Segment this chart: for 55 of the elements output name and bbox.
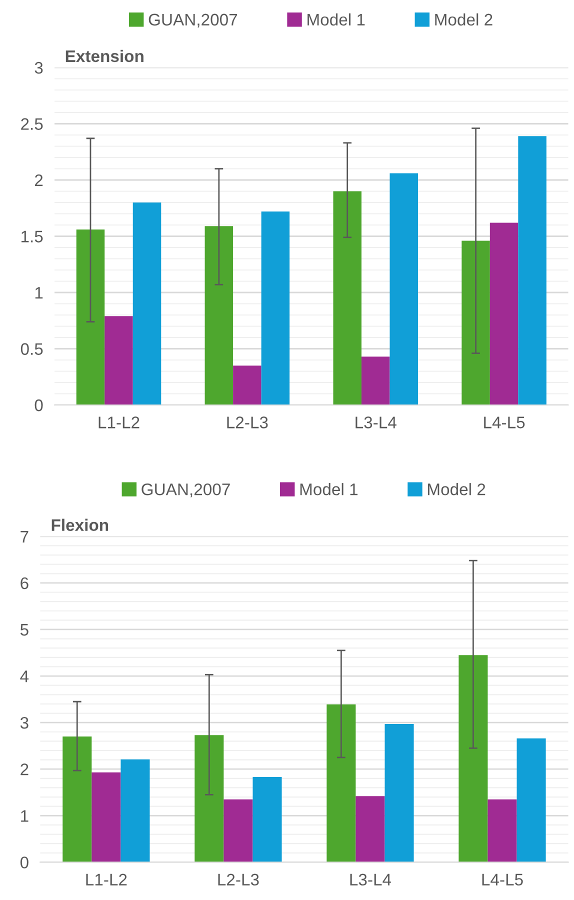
bar (233, 366, 262, 405)
x-tick-label: L4-L5 (484, 416, 525, 428)
y-tick-label: 2 (34, 174, 43, 186)
bar (261, 212, 290, 405)
x-tick-label: L3-L4 (350, 874, 392, 886)
legend-label: Model 2 (435, 13, 492, 26)
bar (384, 724, 414, 862)
legend-label: GUAN,2007 (148, 14, 238, 28)
x-tick-label: L4-L5 (482, 874, 523, 886)
y-tick-label: 2 (20, 764, 28, 776)
bar (356, 796, 385, 862)
y-tick-label: 0.5 (20, 343, 43, 355)
x-tick-label: L1-L2 (98, 416, 140, 428)
x-tick-label: L2-L3 (227, 416, 268, 428)
y-tick-label: 5 (20, 624, 28, 636)
legend-label: Model 2 (428, 483, 486, 496)
bar (76, 230, 105, 405)
chart-title: Extension (66, 50, 144, 62)
y-tick-label: 1.5 (22, 230, 43, 242)
y-tick-label: 4 (20, 670, 29, 682)
bar (62, 736, 92, 862)
bar (490, 222, 518, 405)
bar (224, 799, 253, 862)
bar (326, 704, 356, 862)
y-tick-label: 2.5 (21, 118, 43, 130)
bar (252, 777, 282, 862)
bar (488, 799, 517, 862)
y-tick-label: 6 (20, 577, 28, 590)
x-tick-label: L1-L2 (86, 874, 127, 886)
bar (132, 202, 162, 405)
bar (458, 655, 488, 862)
bar (333, 191, 362, 405)
bar (104, 316, 133, 405)
y-tick-label: 7 (20, 530, 28, 542)
bar (361, 356, 390, 405)
bar (518, 136, 546, 405)
bar (516, 738, 546, 862)
bar (204, 226, 234, 405)
chart-title: Flexion (52, 518, 108, 532)
bar (92, 772, 121, 862)
bar (390, 173, 418, 405)
x-tick-label: L3-L4 (356, 416, 396, 428)
y-tick-label: 3 (34, 62, 43, 74)
legend-label: Model 1 (308, 13, 365, 26)
x-tick-label: L2-L3 (218, 874, 259, 886)
bar (120, 759, 150, 862)
bar (194, 735, 224, 862)
y-tick-label: 1 (21, 810, 28, 822)
y-tick-label: 3 (20, 716, 28, 729)
legend-label: GUAN,2007 (142, 484, 230, 498)
y-tick-label: 0 (20, 856, 28, 868)
y-tick-label: 1 (35, 287, 43, 299)
legend-label: Model 1 (300, 483, 358, 496)
bar (462, 240, 490, 405)
y-tick-label: 0 (34, 399, 43, 412)
